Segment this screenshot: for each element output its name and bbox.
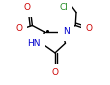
Text: N: N bbox=[63, 27, 69, 36]
Text: O: O bbox=[51, 68, 59, 77]
Text: Cl: Cl bbox=[59, 3, 68, 12]
Text: O: O bbox=[15, 24, 22, 33]
Text: O: O bbox=[23, 3, 30, 12]
Text: O: O bbox=[85, 24, 92, 33]
Text: HN: HN bbox=[27, 39, 41, 48]
